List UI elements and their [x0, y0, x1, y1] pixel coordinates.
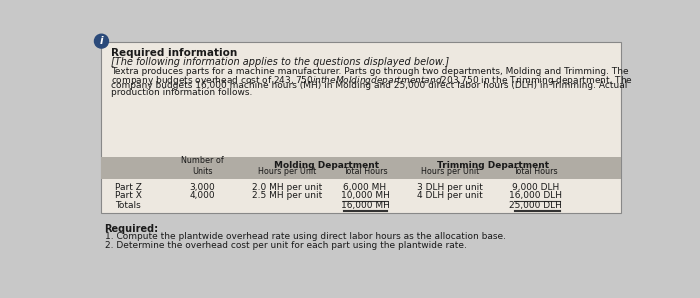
Text: 16,000 MH: 16,000 MH — [340, 201, 389, 210]
Text: company budgets overhead cost of $243,750 in the Molding department and $203,750: company budgets overhead cost of $243,75… — [111, 74, 633, 87]
Text: 3,000: 3,000 — [189, 183, 215, 192]
Text: 25,000 DLH: 25,000 DLH — [509, 201, 562, 210]
Text: Total Hours: Total Hours — [342, 167, 387, 176]
Text: 9,000 DLH: 9,000 DLH — [512, 183, 559, 192]
Text: Textra produces parts for a machine manufacturer. Parts go through two departmen: Textra produces parts for a machine manu… — [111, 67, 629, 76]
Text: production information follows.: production information follows. — [111, 88, 252, 97]
Text: Required information: Required information — [111, 48, 237, 58]
Text: company budgets 16,000 machine hours (MH) in Molding and 25,000 direct labor hou: company budgets 16,000 machine hours (MH… — [111, 81, 627, 90]
Text: 2. Determine the overhead cost per unit for each part using the plantwide rate.: 2. Determine the overhead cost per unit … — [104, 240, 466, 250]
Text: 1. Compute the plantwide overhead rate using direct labor hours as the allocatio: 1. Compute the plantwide overhead rate u… — [104, 232, 505, 241]
Text: Hours per Unit: Hours per Unit — [421, 167, 480, 176]
Text: Trimming Department: Trimming Department — [437, 161, 549, 170]
Text: Number of
Units: Number of Units — [181, 156, 223, 176]
Text: Totals: Totals — [115, 201, 141, 210]
Text: Total Hours: Total Hours — [513, 167, 558, 176]
Text: Part Z: Part Z — [115, 183, 141, 192]
Text: 2.5 MH per unit: 2.5 MH per unit — [252, 191, 323, 201]
Text: Required:: Required: — [104, 224, 159, 234]
Text: 6,000 MH: 6,000 MH — [344, 183, 386, 192]
Text: 16,000 DLH: 16,000 DLH — [509, 191, 562, 201]
Text: 4,000: 4,000 — [190, 191, 215, 201]
Text: Part X: Part X — [115, 191, 141, 201]
Text: 4 DLH per unit: 4 DLH per unit — [417, 191, 483, 201]
Text: Hours per Unit: Hours per Unit — [258, 167, 316, 176]
Text: 10,000 MH: 10,000 MH — [340, 191, 389, 201]
Circle shape — [94, 34, 108, 48]
FancyBboxPatch shape — [102, 157, 621, 179]
Text: 3 DLH per unit: 3 DLH per unit — [417, 183, 483, 192]
Text: i: i — [99, 36, 103, 46]
FancyBboxPatch shape — [102, 42, 621, 213]
Text: [The following information applies to the questions displayed below.]: [The following information applies to th… — [111, 57, 449, 67]
Text: Molding Department: Molding Department — [274, 161, 379, 170]
Text: 2.0 MH per unit: 2.0 MH per unit — [252, 183, 323, 192]
